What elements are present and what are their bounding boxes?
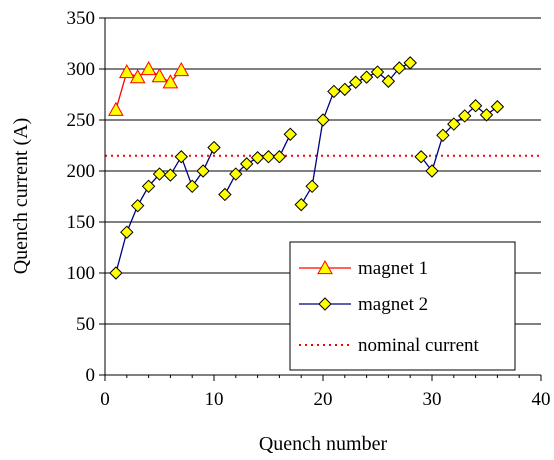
magnet-2-point: [327, 84, 341, 99]
magnet-1-series: [108, 60, 190, 116]
y-tick-label: 150: [67, 212, 96, 233]
magnet-1-point: [140, 60, 157, 76]
magnet-2-point: [229, 167, 243, 181]
magnet-2-point: [196, 164, 210, 178]
y-tick-label: 300: [67, 59, 96, 80]
y-tick-label: 100: [67, 263, 96, 284]
magnet-2-point: [414, 150, 428, 164]
magnet-2-point: [152, 167, 167, 181]
magnet-1-point: [162, 74, 179, 89]
magnet-2-line-segment: [115, 147, 215, 274]
legend-label: nominal current: [358, 335, 480, 356]
legend-label: magnet 1: [358, 258, 428, 279]
magnet-2-point: [447, 117, 461, 131]
legend-swatch-marker: [318, 297, 332, 311]
tick-labels: 0 50 100 150 200 250 300 350 0 10 20 30 40: [67, 8, 551, 410]
magnet-2-point: [250, 151, 265, 165]
x-tick-label: 0: [100, 389, 110, 410]
magnet-2-series: [109, 56, 505, 280]
x-axis-label: Quench number: [259, 433, 388, 455]
axes: [99, 17, 542, 381]
magnet-2-point: [239, 157, 254, 171]
legend-entries: magnet 1 magnet 2 nominal current: [299, 258, 480, 356]
magnet-2-point: [348, 75, 363, 89]
magnet-2-point: [338, 82, 352, 97]
magnet-2-point: [359, 70, 374, 84]
legend-swatch-marker: [317, 259, 333, 275]
magnet-2-point: [207, 140, 221, 155]
magnet-2-point: [109, 266, 123, 280]
legend: magnet 1 magnet 2 nominal current: [289, 241, 516, 371]
series-layer: [108, 56, 505, 280]
magnet-1-point: [118, 64, 135, 79]
y-tick-label: 250: [67, 110, 96, 131]
legend-entry-magnet-1: magnet 1: [299, 258, 428, 279]
magnet-2-point: [370, 65, 385, 79]
x-tick-label: 20: [314, 389, 333, 410]
magnet-2-point: [294, 197, 308, 212]
magnet-1-point: [129, 69, 146, 84]
magnet-2-point: [381, 74, 396, 88]
legend-label: magnet 2: [358, 294, 428, 315]
magnet-2-point: [403, 56, 417, 70]
magnet-2-point: [120, 225, 134, 239]
magnet-2-point: [185, 179, 199, 194]
magnet-2-point: [457, 109, 472, 123]
magnet-2-point: [468, 99, 483, 113]
magnet-1-point: [173, 61, 190, 77]
y-axis-label: Quench current (A): [10, 118, 32, 275]
y-tick-label: 50: [76, 314, 95, 335]
legend-entry-nominal-current: nominal current: [299, 335, 480, 356]
magnet-1-point: [108, 101, 124, 116]
magnet-2-point: [490, 100, 505, 114]
magnet-2-point: [141, 179, 156, 194]
y-tick-label: 350: [67, 8, 96, 29]
magnet-2-point: [392, 61, 407, 75]
x-tick-label: 10: [205, 389, 224, 410]
magnet-2-point: [425, 164, 439, 178]
legend-entry-magnet-2: magnet 2: [299, 294, 428, 315]
magnet-2-point: [130, 198, 145, 213]
magnet-2-point: [163, 168, 178, 182]
magnet-2-point: [305, 179, 319, 194]
magnet-2-point: [261, 150, 276, 164]
x-tick-label: 40: [532, 389, 551, 410]
x-tick-label: 30: [423, 389, 442, 410]
magnet-2-point: [218, 187, 232, 202]
y-tick-label: 0: [86, 365, 96, 386]
magnet-1-point: [151, 68, 168, 83]
magnet-2-point: [479, 108, 494, 122]
magnet-2-point: [174, 150, 189, 164]
magnet-2-point: [436, 128, 450, 143]
magnet-2-point: [316, 113, 330, 127]
y-tick-label: 200: [67, 161, 96, 182]
magnet-2-point: [272, 150, 287, 164]
magnet-2-point: [283, 127, 298, 141]
